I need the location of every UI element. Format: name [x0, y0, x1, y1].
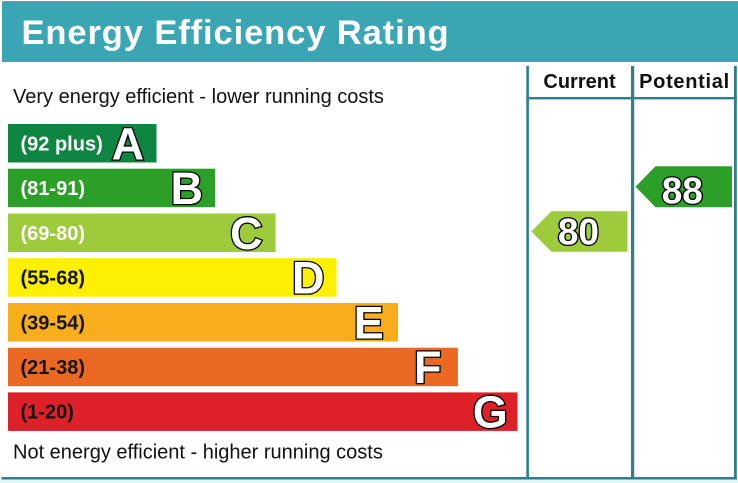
svg-text:(39-54): (39-54)	[21, 312, 85, 334]
svg-text:(21-38): (21-38)	[21, 357, 85, 379]
svg-text:A: A	[112, 118, 145, 169]
svg-text:88: 88	[662, 170, 703, 211]
svg-text:(1-20): (1-20)	[21, 402, 74, 424]
svg-text:(69-80): (69-80)	[21, 223, 85, 245]
svg-text:Energy Efficiency Rating: Energy Efficiency Rating	[22, 14, 450, 52]
svg-text:Current: Current	[543, 71, 616, 93]
svg-text:80: 80	[558, 212, 599, 253]
svg-text:G: G	[473, 387, 508, 438]
svg-text:(92 plus): (92 plus)	[21, 133, 103, 155]
svg-text:Potential: Potential	[639, 71, 730, 93]
svg-text:(55-68): (55-68)	[21, 268, 85, 290]
svg-text:F: F	[414, 342, 442, 393]
svg-text:D: D	[292, 253, 325, 304]
svg-text:E: E	[354, 297, 384, 348]
svg-text:Very energy efficient - lower: Very energy efficient - lower running co…	[13, 86, 384, 108]
svg-text:Not energy efficient - higher: Not energy efficient - higher running co…	[13, 442, 383, 464]
svg-text:C: C	[230, 208, 263, 259]
svg-text:(81-91): (81-91)	[21, 178, 85, 200]
svg-text:B: B	[170, 163, 203, 214]
